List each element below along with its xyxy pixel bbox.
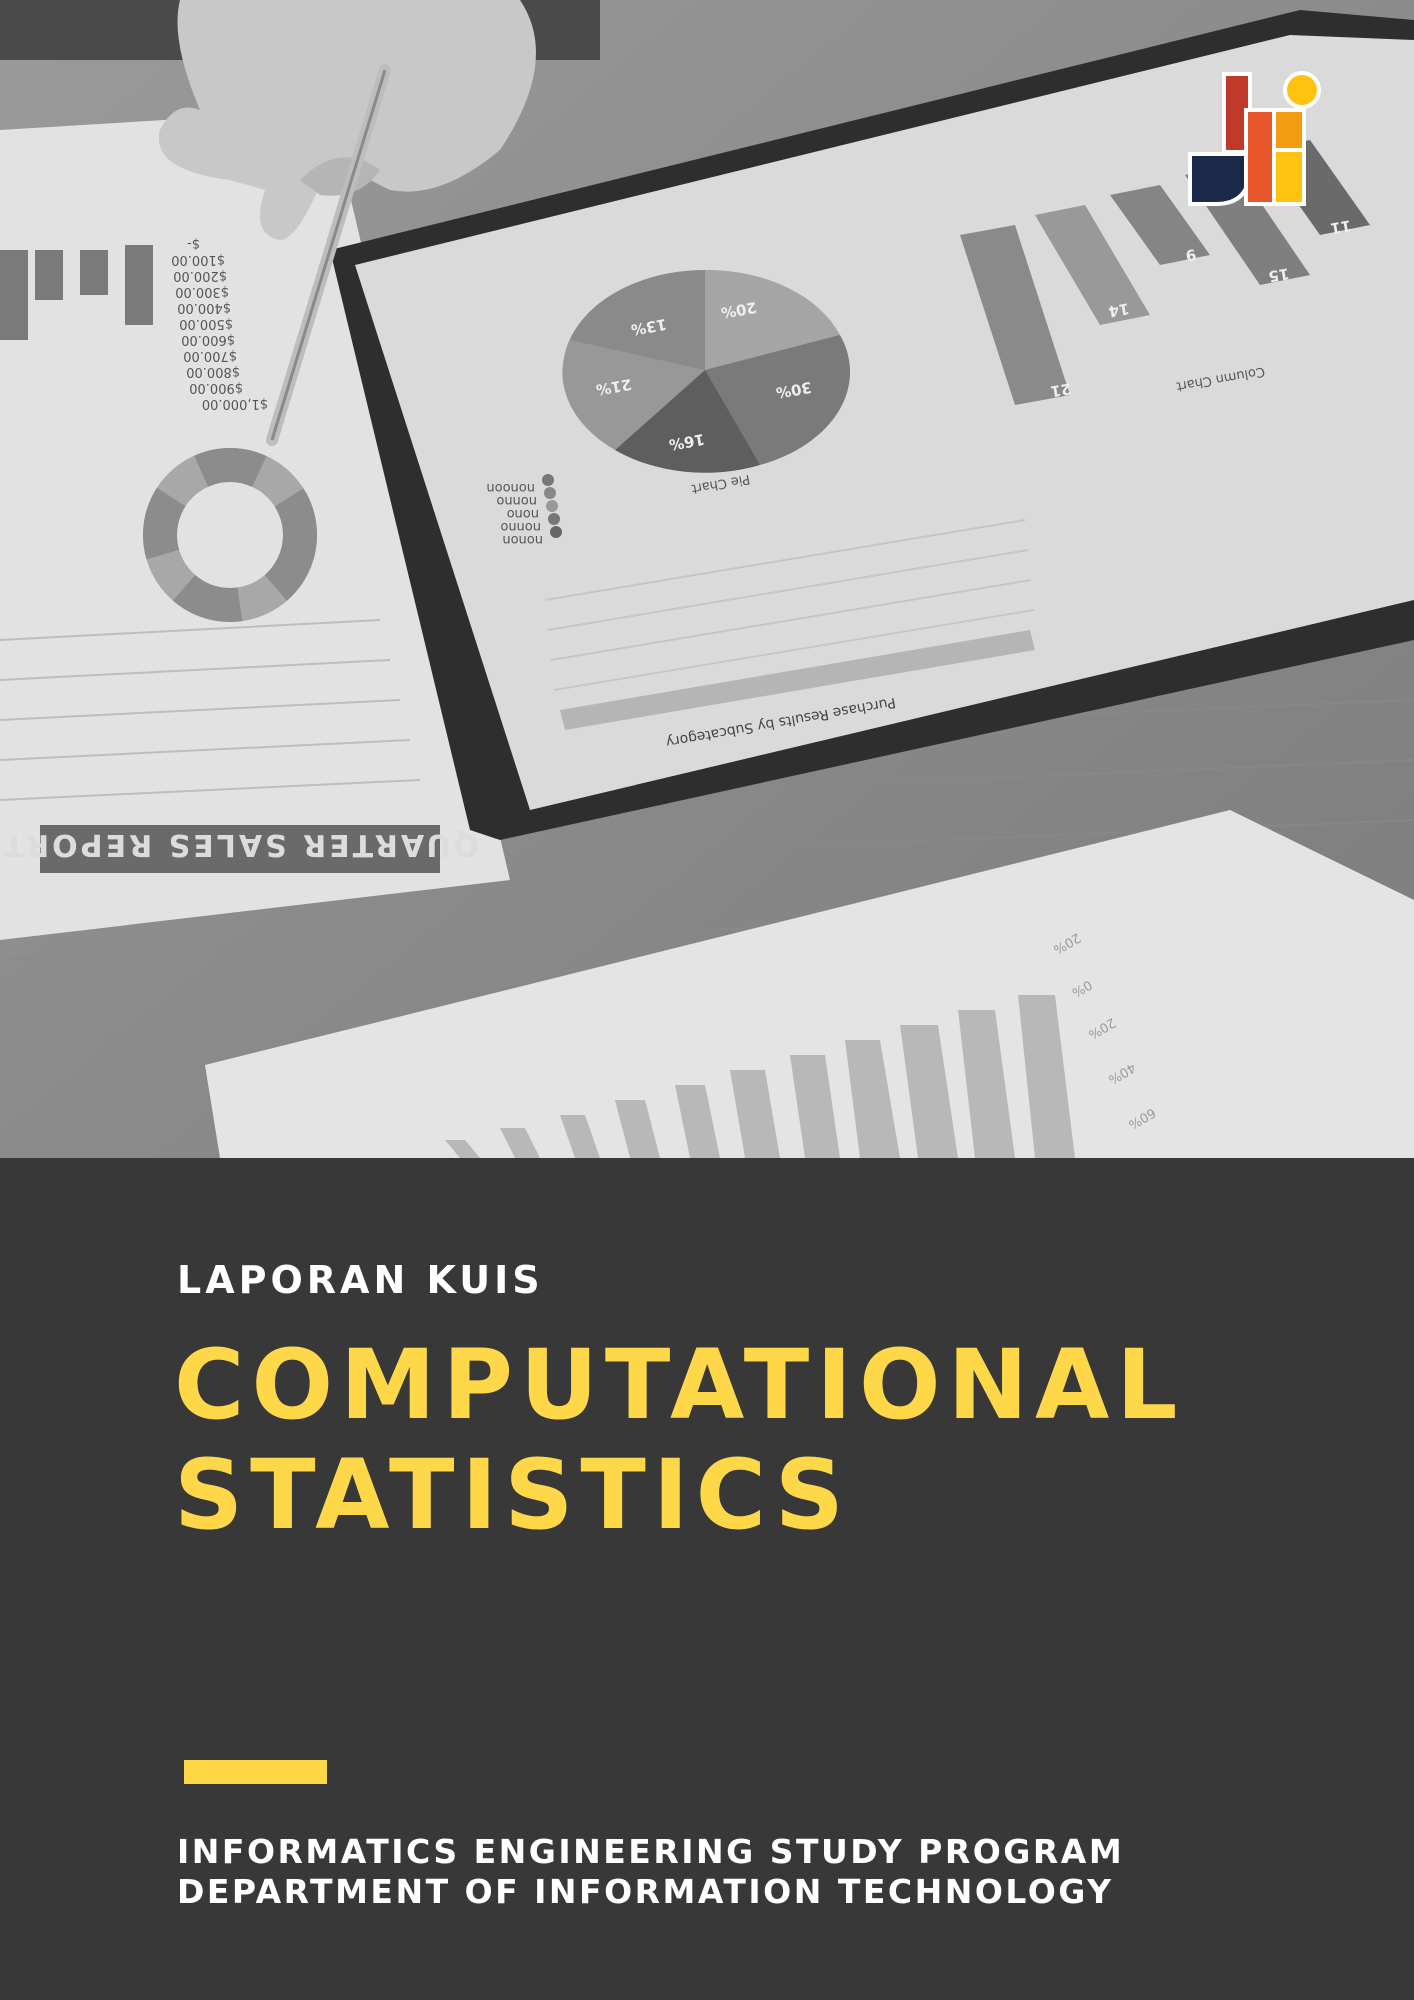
price-tick: $900.00 [189, 380, 243, 395]
column-value: 21 [1049, 379, 1073, 400]
column-value: 9 [1184, 245, 1197, 265]
legend-item: nonon [502, 532, 543, 547]
legend-item: nonoon [486, 480, 535, 495]
pie-label: 21% [595, 375, 633, 399]
study-program-block: INFORMATICS ENGINEERING STUDY PROGRAM DE… [177, 1832, 1124, 1912]
report-title: QUARTER SALES REPORT [1, 827, 479, 862]
sales-report-paper: QUARTER SALES REPORT $- $100.00 $200.00 … [0, 110, 510, 940]
price-tick: $200.00 [173, 268, 227, 283]
price-tick: $100.00 [171, 252, 225, 267]
study-program-name: INFORMATICS ENGINEERING STUDY PROGRAM [177, 1832, 1125, 1871]
price-tick: $700.00 [183, 348, 237, 363]
pie-label: 30% [775, 378, 813, 402]
hand-with-pen [158, 0, 536, 446]
price-tick: $600.00 [181, 332, 235, 347]
price-tick: $800.00 [186, 364, 240, 379]
price-tick: $1,000.00 [202, 396, 268, 411]
department-name: DEPARTMENT OF INFORMATION TECHNOLOGY [177, 1872, 1114, 1911]
pie-label: 16% [668, 430, 706, 454]
price-tick: $400.00 [177, 300, 231, 315]
title-line-2: STATISTICS [174, 1439, 851, 1551]
accent-divider [184, 1760, 327, 1784]
price-tick: $300.00 [175, 284, 229, 299]
title-line-1: COMPUTATIONAL [174, 1329, 1185, 1441]
report-subtitle: LAPORAN KUIS [177, 1258, 544, 1302]
legend-item: nono [507, 506, 539, 521]
price-tick: $500.00 [179, 316, 233, 331]
tablet-pie-chart: 13% 20% 21% 30% 16% Pie Chart [562, 269, 851, 496]
price-tick: $- [187, 236, 200, 251]
column-value: 11 [1329, 216, 1353, 237]
column-value: 14 [1107, 299, 1131, 320]
page-title: COMPUTATIONAL STATISTICS [174, 1330, 1184, 1550]
tablet-device: 13% 20% 21% 30% 16% Pie Chart nonoon non… [330, 10, 1414, 840]
legend-item: nonno [500, 519, 541, 534]
jti-logo-icon [1188, 71, 1321, 206]
pie-label: 13% [630, 315, 668, 339]
pie-label: 20% [720, 298, 758, 322]
legend-item: nonno [496, 493, 537, 508]
cover-photo: QUARTER SALES REPORT $- $100.00 $200.00 … [0, 0, 1414, 1158]
bottom-chart-paper: 20% 0% 20% 40% 60% [205, 810, 1414, 1158]
desk-photo-illustration: QUARTER SALES REPORT $- $100.00 $200.00 … [0, 0, 1414, 1158]
column-value: 15 [1267, 264, 1291, 285]
